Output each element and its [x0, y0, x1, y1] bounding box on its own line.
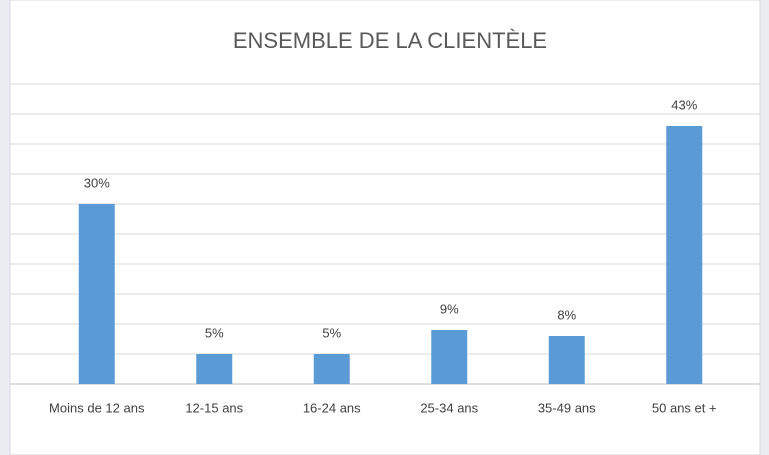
bar: [78, 204, 115, 384]
bar: [431, 330, 468, 384]
x-tick-label: 25-34 ans: [420, 400, 478, 415]
data-label: 30%: [84, 175, 110, 190]
x-tick-label: 16-24 ans: [303, 400, 361, 415]
bar: [313, 354, 350, 384]
x-tick-label: 35-49 ans: [538, 400, 596, 415]
data-label: 5%: [322, 325, 341, 340]
data-label: 43%: [671, 97, 697, 112]
x-tick-label: 12-15 ans: [185, 400, 243, 415]
data-label: 5%: [205, 325, 224, 340]
x-tick-label: 50 ans et +: [652, 400, 717, 415]
chart-title: ENSEMBLE DE LA CLIENTÈLE: [233, 28, 547, 53]
chart-background: [9, 0, 761, 455]
bar: [548, 336, 585, 384]
bar: [666, 126, 703, 384]
bar: [196, 354, 233, 384]
data-label: 9%: [440, 301, 459, 316]
x-tick-label: Moins de 12 ans: [49, 400, 145, 415]
data-label: 8%: [557, 307, 576, 322]
